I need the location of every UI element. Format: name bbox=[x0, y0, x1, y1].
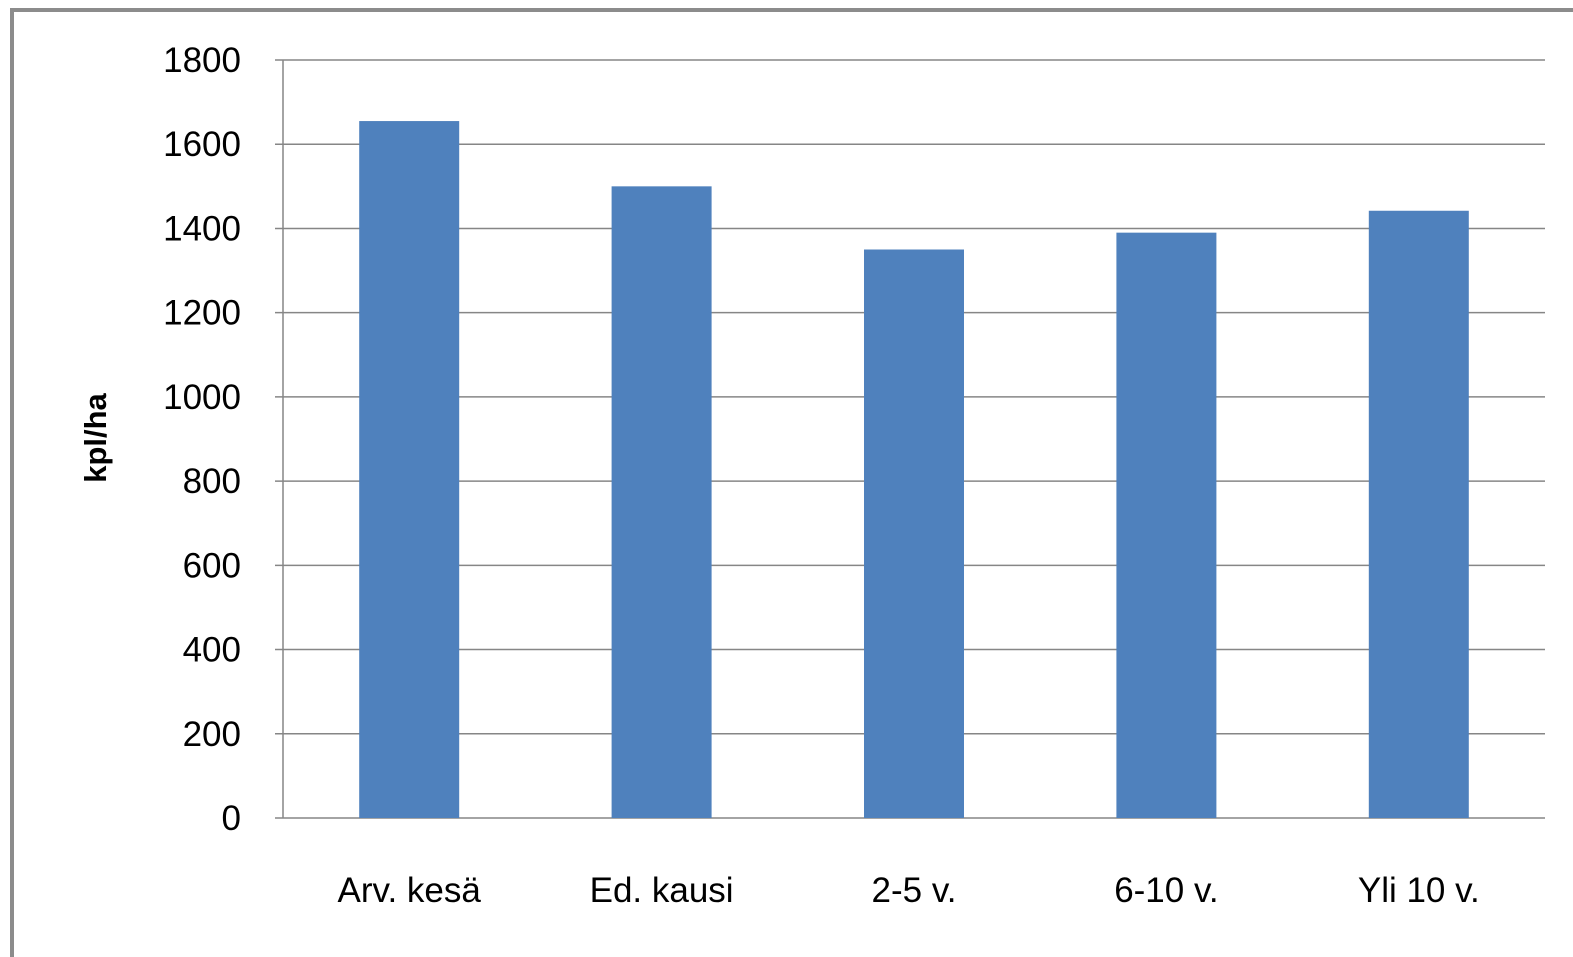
y-tick-label: 400 bbox=[183, 631, 241, 670]
x-tick-label: Arv. kesä bbox=[338, 871, 482, 910]
bar-5 bbox=[1369, 211, 1469, 818]
bar-4 bbox=[1116, 233, 1216, 818]
x-tick-label: Ed. kausi bbox=[590, 871, 734, 910]
y-axis-title: kpl/ha bbox=[78, 392, 113, 482]
bar-1 bbox=[359, 121, 459, 818]
y-tick-label: 1200 bbox=[163, 294, 241, 333]
bars bbox=[359, 121, 1469, 818]
bar-2 bbox=[612, 186, 712, 818]
y-tick-label: 1000 bbox=[163, 378, 241, 417]
y-tick-label: 200 bbox=[183, 715, 241, 754]
y-tick-label: 600 bbox=[183, 546, 241, 585]
y-tick-label: 1800 bbox=[163, 41, 241, 80]
bar-3 bbox=[864, 250, 964, 819]
x-tick-label: 6-10 v. bbox=[1114, 871, 1218, 910]
x-tick-label: 2-5 v. bbox=[872, 871, 957, 910]
y-tick-label: 1400 bbox=[163, 209, 241, 248]
x-axis-ticks: Arv. kesä Ed. kausi 2-5 v. 6-10 v. Yli 10 v. bbox=[338, 871, 1480, 910]
y-axis-ticks: 0 200 400 600 800 1000 1200 1400 1600 1800 bbox=[163, 41, 241, 838]
y-tick-label: 1600 bbox=[163, 125, 241, 164]
y-tick-label: 0 bbox=[222, 799, 241, 838]
y-tick-label: 800 bbox=[183, 462, 241, 501]
x-tick-label: Yli 10 v. bbox=[1358, 871, 1480, 910]
